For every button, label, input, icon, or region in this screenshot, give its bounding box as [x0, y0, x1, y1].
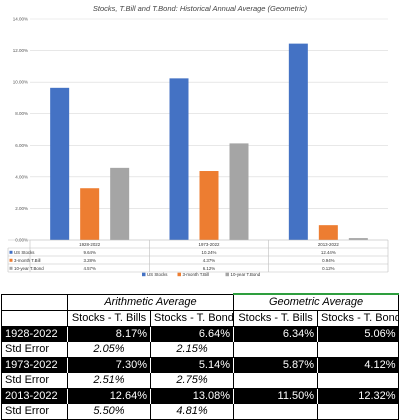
data-label: 4.37% [203, 258, 216, 263]
legend-swatch [177, 272, 181, 277]
std-error-row: Std Error 2.05% 2.15% [1, 342, 400, 358]
std-error-cell: 5.50% [67, 404, 151, 420]
bar-10-year-t-bond [110, 167, 130, 240]
value-cell: 13.08% [149, 388, 234, 404]
corner-cell [1, 293, 68, 311]
period-row: 1928-2022 8.17% 6.64% 6.34% 5.06% [1, 326, 399, 342]
sub-header: Stocks - T. Bonds [317, 310, 400, 327]
std-error-cell: 2.15% [149, 342, 235, 358]
value-cell: 12.32% [317, 388, 399, 404]
corner-cell [1, 310, 68, 327]
std-error-cell: 2.75% [149, 373, 235, 389]
value-cell: 12.64% [67, 388, 151, 404]
data-label: 10.24% [202, 250, 217, 255]
value-cell: 7.30% [67, 357, 151, 373]
chart-data-table: 1928-2022 1973-2022 2013-2022 US Stocks 9.64… [7, 239, 389, 273]
empty-cell [233, 342, 319, 358]
period-label: 1973-2022 [1, 357, 68, 373]
value-cell: 8.17% [67, 326, 151, 342]
value-cell: 6.34% [233, 326, 318, 342]
y-tick-label: 10.00% [13, 80, 28, 85]
std-error-label: Std Error [1, 404, 68, 420]
period-row: 1973-2022 7.30% 5.14% 5.87% 4.12% [1, 357, 399, 373]
bar-3-month-t-bill [80, 188, 100, 240]
bar-3-month-t-bill [318, 225, 338, 240]
bar-us-stocks [50, 87, 70, 240]
value-cell: 11.50% [233, 388, 318, 404]
y-tick-label: 2.00% [15, 206, 28, 211]
bar-3-month-t-bill [199, 171, 219, 240]
value-cell: 5.06% [317, 326, 399, 342]
empty-cell [317, 404, 400, 420]
value-cell: 4.12% [317, 357, 399, 373]
empty-cell [317, 373, 400, 389]
y-tick-label: 14.00% [13, 17, 28, 22]
std-error-label: Std Error [1, 373, 68, 389]
bar-us-stocks [288, 43, 308, 240]
value-cell: 6.64% [149, 326, 234, 342]
legend-swatch [225, 272, 229, 277]
series-name: US Stocks [14, 250, 35, 255]
series-name: 3-month T.Bill [14, 258, 41, 263]
legend-label: 10-year T.Bond [231, 272, 261, 277]
data-label: 4.57% [83, 266, 96, 271]
y-tick-label: 8.00% [15, 111, 28, 116]
std-error-cell: 2.05% [67, 342, 151, 358]
sub-header: Stocks - T. Bills [233, 310, 319, 327]
x-tick-label: 2013-2022 [318, 242, 340, 247]
chart-legend: US Stocks 3-month T.Bill 10-year T.Bond [142, 272, 261, 277]
empty-cell [233, 373, 319, 389]
std-error-label: Std Error [1, 342, 68, 358]
x-tick-label: 1973-2022 [199, 242, 221, 247]
period-label: 1928-2022 [1, 326, 68, 342]
data-label: 0.12% [322, 266, 335, 271]
legend-key [9, 258, 13, 262]
bars [50, 43, 368, 241]
chart-title: Stocks, T.Bill and T.Bond: Historical An… [93, 4, 308, 13]
legend-label: 3-month T.Bill [183, 272, 210, 277]
period-label: 2013-2022 [1, 388, 68, 404]
legend-swatch [142, 272, 146, 277]
std-error-cell: 4.81% [149, 404, 235, 420]
arithmetic-average-header: Arithmetic Average [66, 293, 235, 311]
legend-label: US Stocks [147, 272, 168, 277]
legend-key [9, 250, 13, 254]
y-tick-label: 12.00% [13, 48, 28, 53]
value-cell: 5.87% [233, 357, 318, 373]
series-name: 10-year T.Bond [14, 266, 44, 271]
std-error-cell: 2.51% [67, 373, 151, 389]
bar-10-year-t-bond [348, 238, 368, 240]
group-header-row: Arithmetic Average Geometric Average [1, 293, 400, 311]
value-cell: 5.14% [149, 357, 234, 373]
y-tick-label: 4.00% [15, 174, 28, 179]
y-tick-label: 6.00% [15, 143, 28, 148]
geometric-average-header: Geometric Average [233, 293, 400, 311]
data-label: 0.94% [322, 258, 335, 263]
x-tick-label: 1928-2022 [79, 242, 101, 247]
bar-us-stocks [169, 78, 189, 241]
sub-header-row: Stocks - T. Bills Stocks - T. Bonds Stoc… [1, 310, 400, 327]
empty-cell [233, 404, 319, 420]
sub-header: Stocks - T. Bills [67, 310, 151, 327]
empty-cell [317, 342, 400, 358]
legend-key [9, 266, 13, 270]
std-error-row: Std Error 5.50% 4.81% [1, 404, 400, 420]
returns-chart: Stocks, T.Bill and T.Bond: Historical An… [7, 4, 389, 277]
data-label: 3.28% [83, 258, 96, 263]
data-label: 9.64% [83, 250, 96, 255]
sub-header: Stocks - T. Bonds [149, 310, 235, 327]
data-label: 6.12% [203, 266, 216, 271]
data-label: 12.44% [321, 250, 336, 255]
std-error-row: Std Error 2.51% 2.75% [1, 373, 400, 389]
period-row: 2013-2022 12.64% 13.08% 11.50% 12.32% [1, 388, 399, 404]
premium-table: Arithmetic Average Geometric Average Sto… [1, 293, 400, 420]
bar-10-year-t-bond [229, 143, 249, 240]
